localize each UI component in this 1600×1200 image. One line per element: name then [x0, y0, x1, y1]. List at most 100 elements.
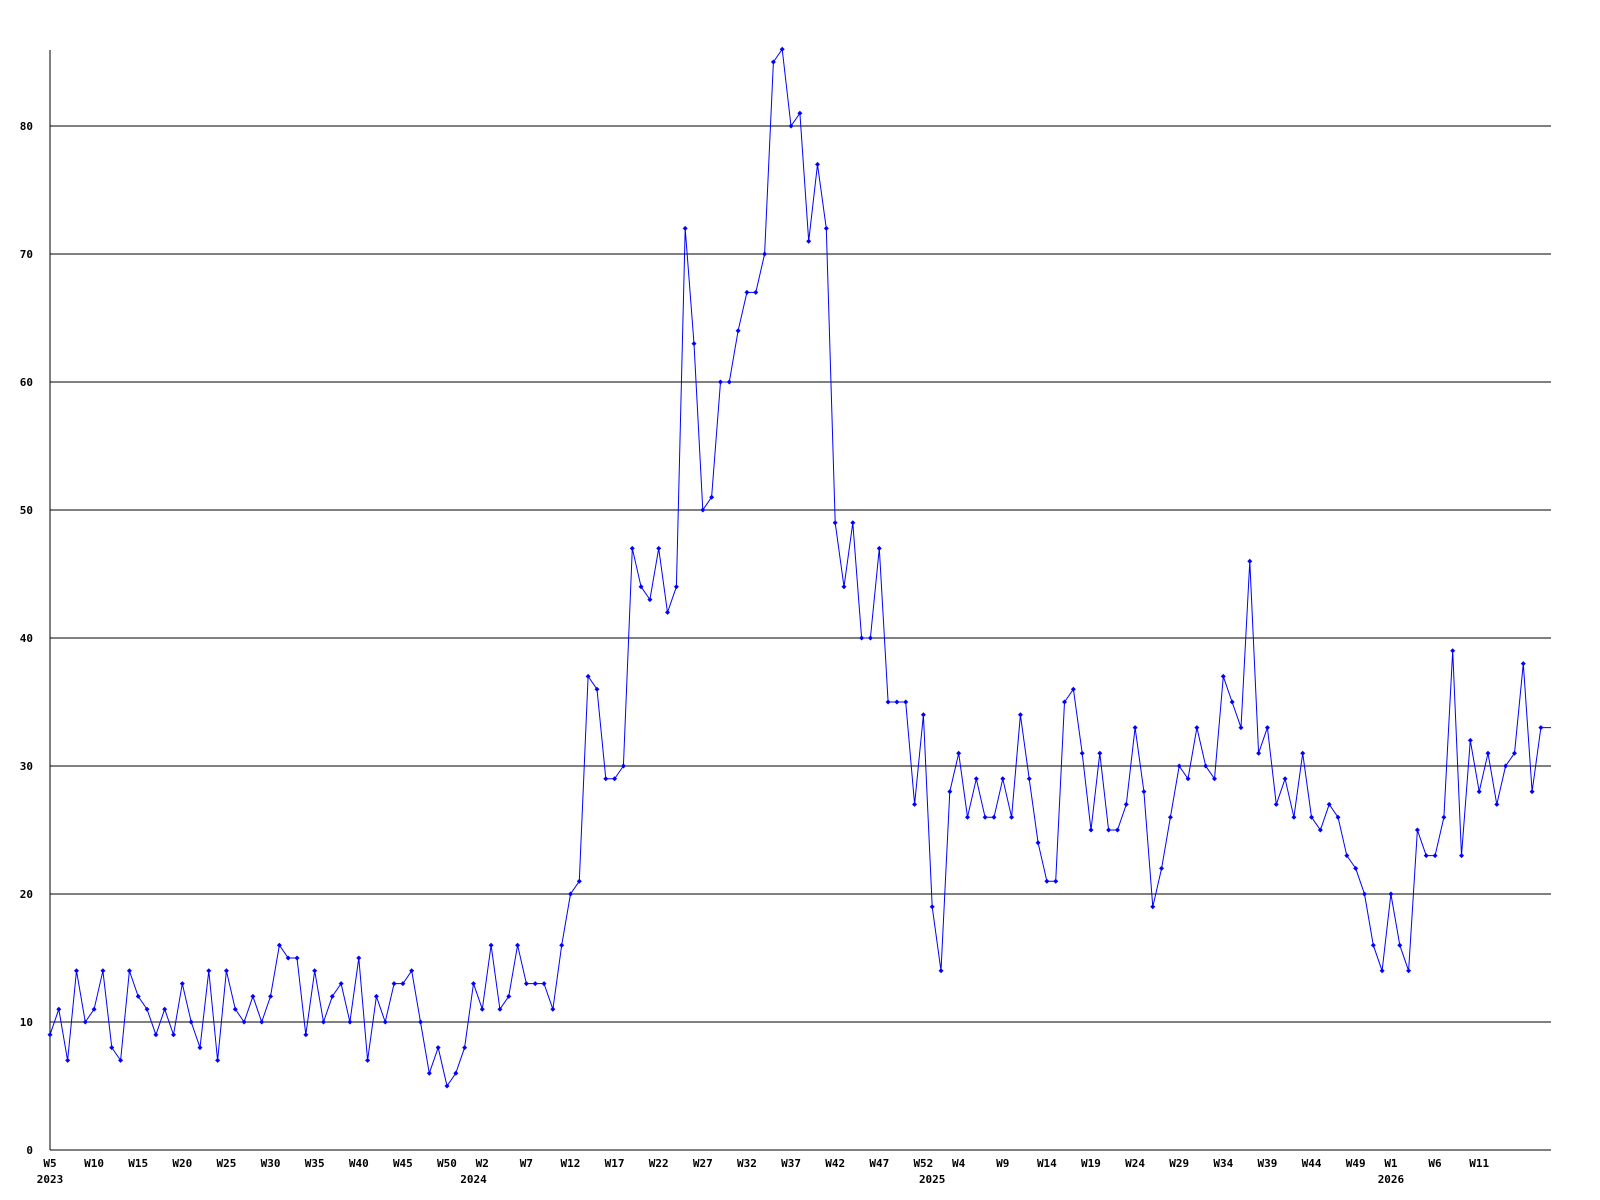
data-point	[585, 673, 591, 679]
data-point	[162, 1006, 168, 1012]
data-point	[1088, 827, 1094, 833]
data-point	[373, 993, 379, 999]
data-point	[620, 763, 626, 769]
x-year-label: 2023	[37, 1173, 64, 1186]
data-point	[1388, 891, 1394, 897]
data-point	[1185, 776, 1191, 782]
x-tick-label: W19	[1081, 1157, 1101, 1170]
data-point	[1494, 801, 1500, 807]
data-point	[709, 494, 715, 500]
data-point	[700, 507, 706, 513]
data-point	[1053, 878, 1059, 884]
data-point	[991, 814, 997, 820]
x-tick-label: W27	[693, 1157, 713, 1170]
x-tick-label: W30	[261, 1157, 281, 1170]
data-point	[1485, 750, 1491, 756]
data-point	[100, 968, 106, 974]
data-point	[1476, 789, 1482, 795]
data-point	[1159, 865, 1165, 871]
data-point	[1229, 699, 1235, 705]
x-tick-label: W15	[128, 1157, 148, 1170]
data-point	[171, 1032, 177, 1038]
data-point	[762, 251, 768, 257]
y-tick-label: 30	[20, 760, 33, 773]
data-point	[1097, 750, 1103, 756]
data-point	[550, 1006, 556, 1012]
data-point	[444, 1083, 450, 1089]
data-point	[973, 776, 979, 782]
data-point	[1335, 814, 1341, 820]
data-point	[470, 981, 476, 987]
data-point	[832, 520, 838, 526]
x-tick-label: W14	[1037, 1157, 1057, 1170]
data-point	[859, 635, 865, 641]
data-point	[320, 1019, 326, 1025]
data-point	[567, 891, 573, 897]
x-tick-label: W9	[996, 1157, 1009, 1170]
data-point	[479, 1006, 485, 1012]
data-point	[1044, 878, 1050, 884]
data-point	[65, 1057, 71, 1063]
data-point	[1511, 750, 1517, 756]
data-point	[1361, 891, 1367, 897]
data-point	[303, 1032, 309, 1038]
x-tick-label: W35	[305, 1157, 325, 1170]
data-point	[647, 597, 653, 603]
data-point	[1114, 827, 1120, 833]
data-point	[770, 59, 776, 65]
data-point	[576, 878, 582, 884]
y-axis-ticks: 0 10 20 30 40 50 60 70 80	[20, 120, 33, 1157]
x-tick-label: W2	[476, 1157, 489, 1170]
x-tick-label: W34	[1213, 1157, 1233, 1170]
data-point	[735, 328, 741, 334]
data-point	[1538, 725, 1544, 731]
y-tick-label: 40	[20, 632, 33, 645]
data-point	[656, 545, 662, 551]
data-point	[409, 968, 415, 974]
x-tick-label: W47	[869, 1157, 889, 1170]
data-point	[259, 1019, 265, 1025]
data-point	[885, 699, 891, 705]
data-point	[894, 699, 900, 705]
data-point	[153, 1032, 159, 1038]
data-point	[841, 584, 847, 590]
data-point	[1212, 776, 1218, 782]
data-point	[629, 545, 635, 551]
data-point	[285, 955, 291, 961]
data-point	[1397, 942, 1403, 948]
x-tick-label: W32	[737, 1157, 757, 1170]
data-point	[612, 776, 618, 782]
x-tick-label: W40	[349, 1157, 369, 1170]
data-point	[73, 968, 79, 974]
x-year-label: 2025	[919, 1173, 946, 1186]
data-point	[1009, 814, 1015, 820]
x-tick-label: W7	[520, 1157, 533, 1170]
data-point	[1194, 725, 1200, 731]
data-point	[594, 686, 600, 692]
data-point	[559, 942, 565, 948]
data-point	[903, 699, 909, 705]
data-point	[1167, 814, 1173, 820]
data-point	[329, 993, 335, 999]
x-tick-label: W45	[393, 1157, 413, 1170]
data-point	[382, 1019, 388, 1025]
x-tick-label: W10	[84, 1157, 104, 1170]
data-point	[982, 814, 988, 820]
data-point	[1079, 750, 1085, 756]
data-point	[1300, 750, 1306, 756]
data-point	[1467, 737, 1473, 743]
series-line	[49, 47, 1551, 1088]
data-point	[391, 981, 397, 987]
data-point	[179, 981, 185, 987]
data-point	[815, 161, 821, 167]
data-point	[876, 545, 882, 551]
data-point	[541, 981, 547, 987]
data-point	[223, 968, 229, 974]
data-point	[1450, 648, 1456, 654]
x-year-label: 2026	[1378, 1173, 1405, 1186]
x-tick-label: W17	[605, 1157, 625, 1170]
data-point	[1441, 814, 1447, 820]
data-point	[506, 993, 512, 999]
x-year-label: 2024	[460, 1173, 487, 1186]
x-tick-label: W50	[437, 1157, 457, 1170]
